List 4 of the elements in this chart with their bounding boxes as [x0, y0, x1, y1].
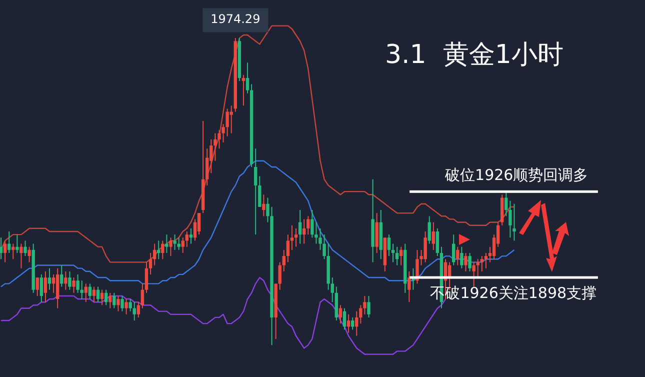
ref-line-label: 破位1926顺势回调多	[444, 166, 588, 184]
candlestick	[512, 204, 516, 241]
chart-title: 3.1 黄金1小时	[385, 39, 564, 72]
text: 1974.29	[210, 12, 260, 26]
